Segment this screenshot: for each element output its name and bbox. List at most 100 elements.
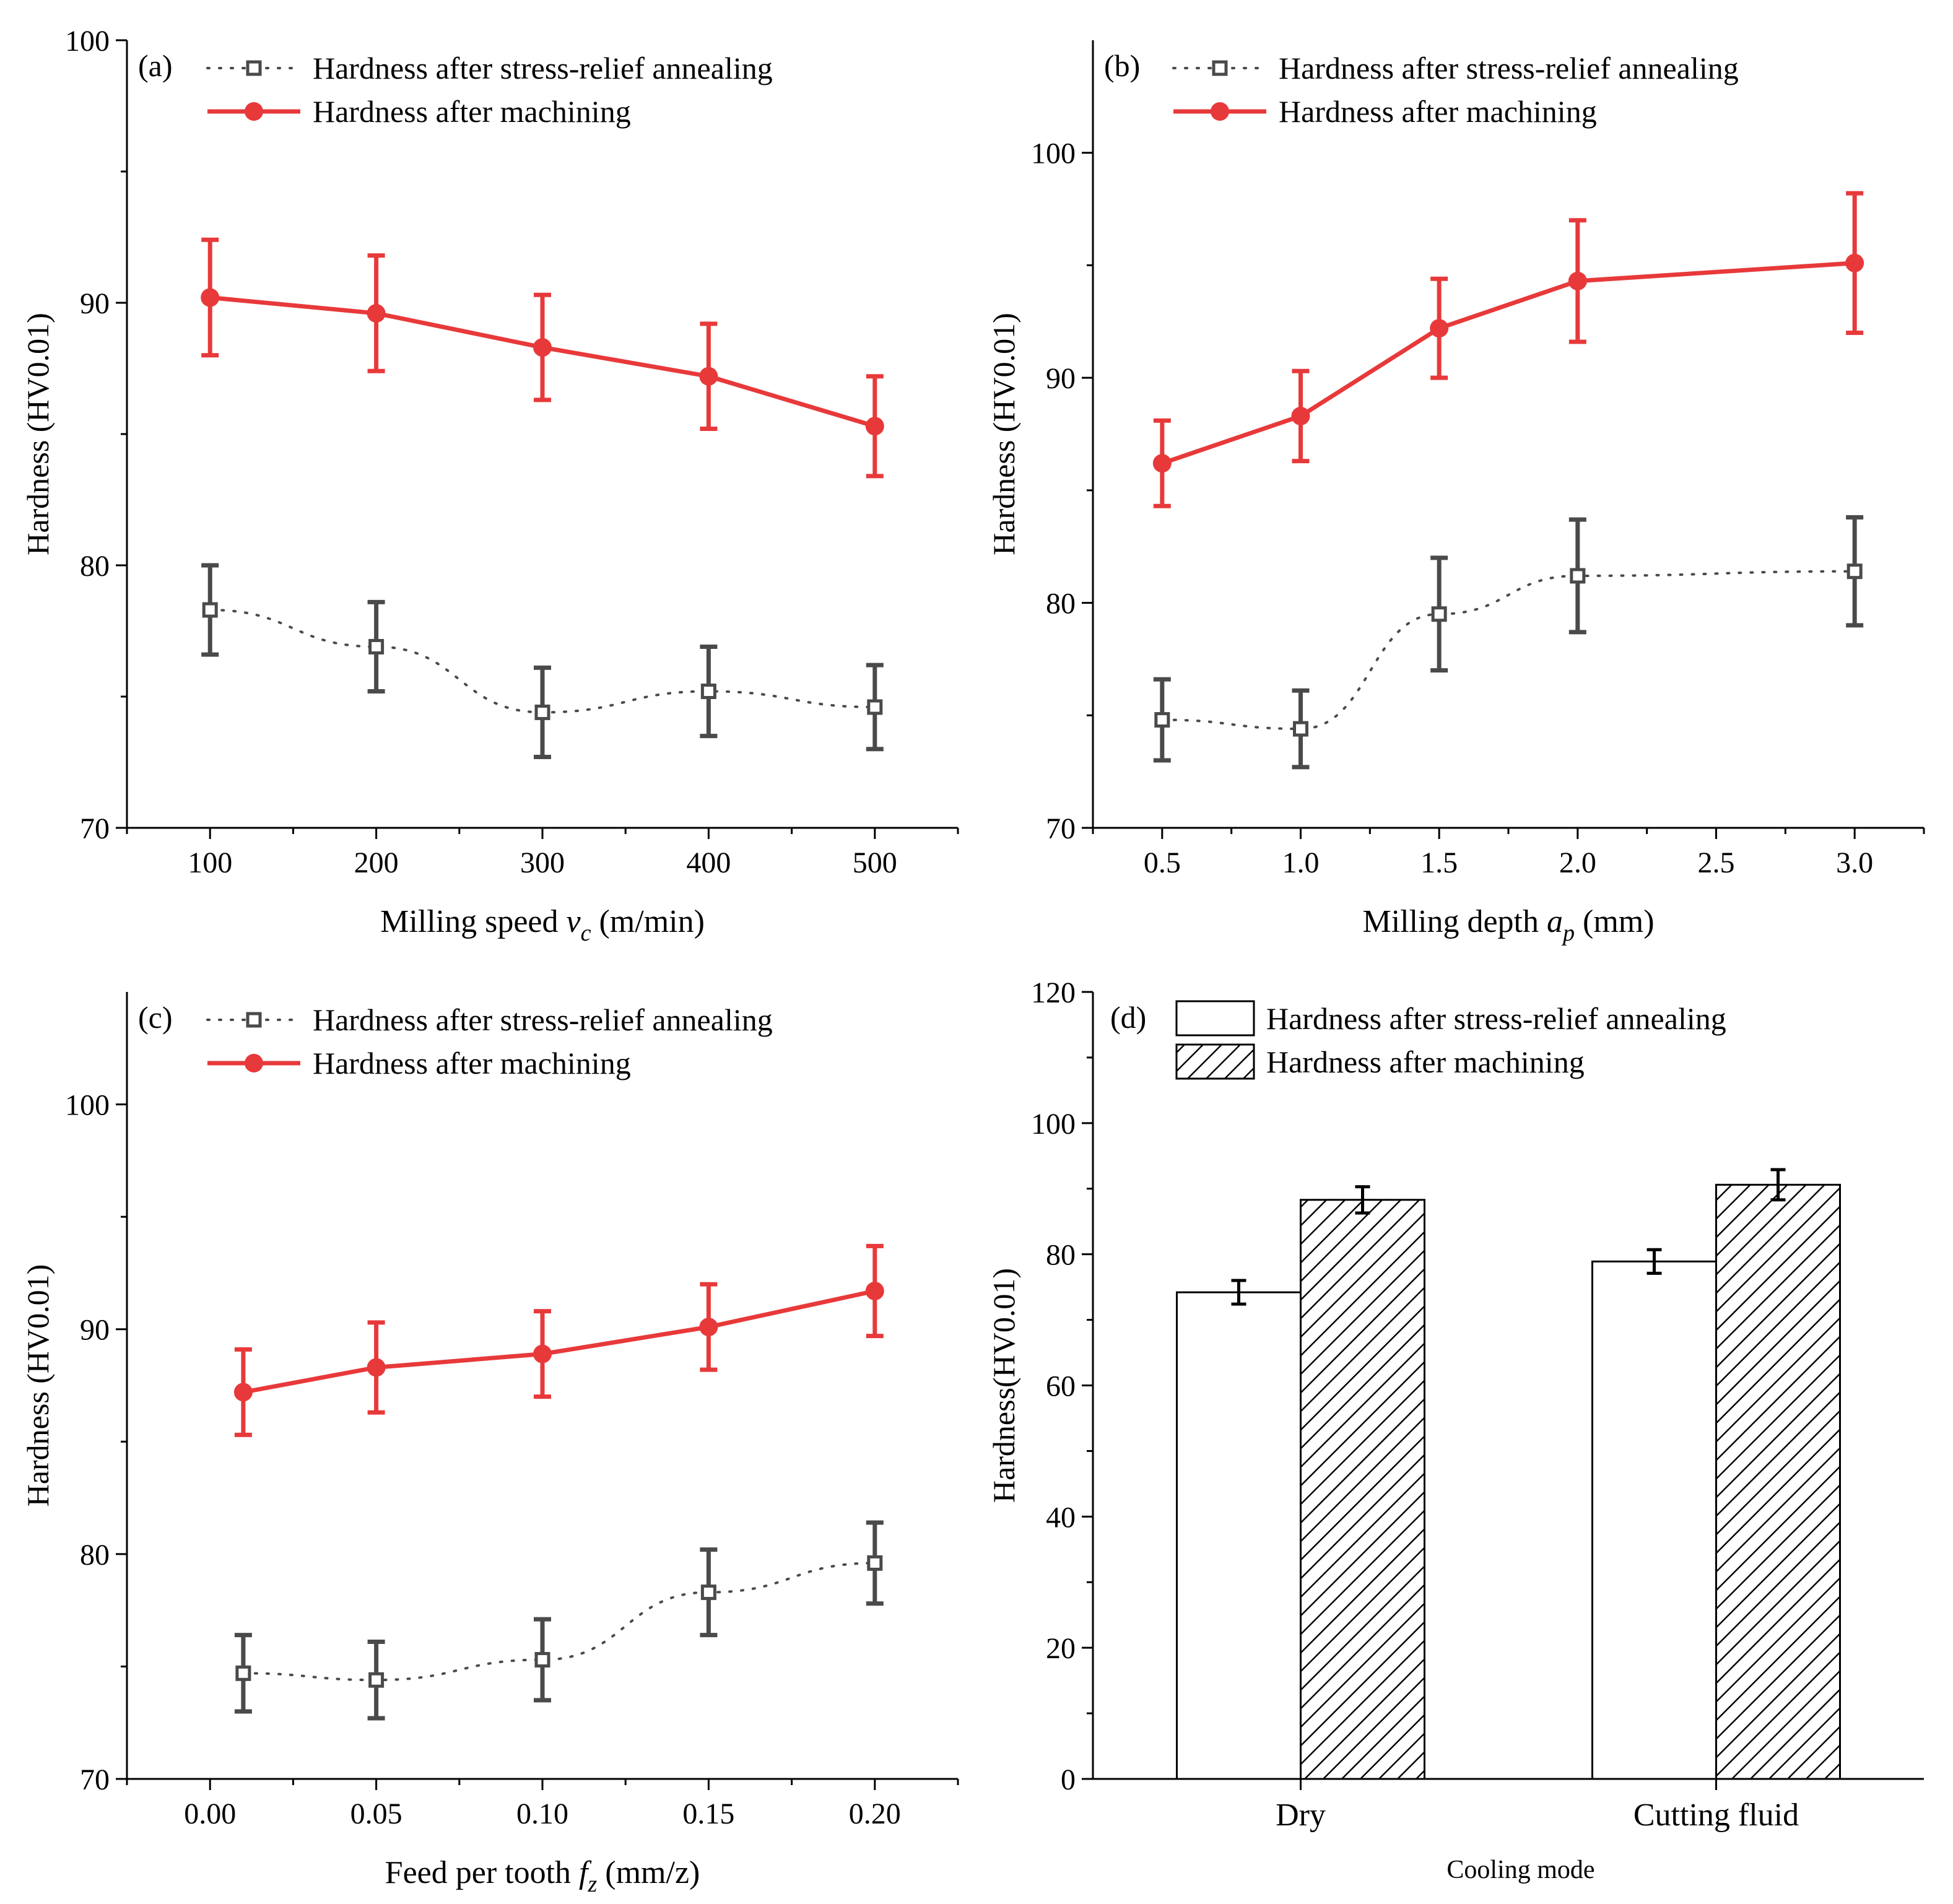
x-tick-label: Dry: [1276, 1797, 1326, 1833]
data-point-machining: [367, 303, 386, 323]
panel-c: 0.00 0.05 0.10 0.15 0.20 70 80 90 100 Hardness (H…: [20, 992, 959, 1897]
x-tick-label: 0.00: [184, 1797, 236, 1830]
legend-label-machining: Hardness after machining: [313, 1046, 631, 1080]
x-tick-label: 0.20: [849, 1797, 901, 1830]
series-line-annealing: [1160, 570, 1856, 731]
series-line-annealing: [241, 1562, 876, 1682]
x-axis-label: Milling depth ap (mm): [1362, 904, 1654, 946]
data-point-annealing: [700, 684, 716, 700]
legend-label-machining: Hardness after machining: [313, 94, 631, 129]
x-axis-label: Cooling mode: [1446, 1856, 1594, 1884]
y-tick-label: 100: [1031, 1108, 1076, 1141]
data-point-annealing: [202, 602, 218, 618]
x-tick-label: 0.05: [350, 1797, 402, 1830]
y-tick-label: 40: [1046, 1501, 1076, 1534]
y-tick-label: 80: [1046, 588, 1076, 620]
x-tick-label: 0.10: [516, 1797, 568, 1830]
panel-a: 100 200 300 400 500 70 80 90 100 Hardness (HV0.01…: [20, 25, 959, 946]
x-tick-label: 500: [853, 846, 897, 879]
y-tick-label: 70: [80, 812, 110, 845]
bar-annealing: [1591, 1260, 1717, 1780]
data-point-machining: [233, 1383, 253, 1402]
panel-letter: (c): [138, 1000, 173, 1035]
y-tick-label: 90: [80, 287, 110, 320]
series-line-machining: [243, 1289, 876, 1394]
legend-swatch-annealing: [1175, 1000, 1255, 1037]
data-point-annealing: [368, 1672, 385, 1688]
data-point-machining: [1568, 271, 1587, 290]
panel-b: 0.5 1.0 1.5 2.0 2.5 3.0 70 80 90 100 Hardness (HV0…: [986, 40, 1925, 946]
y-tick-label: 100: [65, 1089, 110, 1122]
panel-letter: (b): [1104, 48, 1140, 83]
legend-marker-annealing: [246, 1012, 262, 1028]
data-point-machining: [1291, 406, 1310, 425]
legend-label-machining: Hardness after machining: [1279, 94, 1597, 129]
x-axis-label: Milling speed vc (m/min): [380, 904, 705, 946]
data-point-machining: [865, 1281, 884, 1300]
data-point-machining: [533, 338, 552, 357]
y-tick-label: 100: [1031, 137, 1076, 170]
legend-label-machining: Hardness after machining: [1266, 1045, 1585, 1079]
legend-label-annealing: Hardness after stress-relief annealing: [1266, 1001, 1726, 1036]
x-tick-label: 1.5: [1420, 846, 1458, 879]
y-axis-label: Hardness (HV0.01): [20, 1264, 55, 1507]
data-point-machining: [865, 417, 884, 436]
x-tick-label: 3.0: [1836, 846, 1873, 879]
y-tick-label: 80: [80, 1539, 110, 1571]
legend-label-annealing: Hardness after stress-relief annealing: [1279, 51, 1739, 85]
data-point-machining: [699, 1318, 718, 1337]
bar-machining: [1715, 1183, 1841, 1780]
x-tick-label: 300: [520, 846, 565, 879]
y-tick-label: 120: [1031, 976, 1076, 1009]
legend-marker-machining: [1211, 102, 1229, 121]
data-point-annealing: [700, 1584, 716, 1601]
x-tick-label: 0.5: [1144, 846, 1181, 879]
x-tick-label: 200: [354, 846, 399, 879]
y-axis-label: Hardness (HV0.01): [20, 313, 55, 555]
y-tick-label: 60: [1046, 1370, 1076, 1403]
data-point-machining: [699, 367, 718, 386]
x-tick-label: 2.5: [1698, 846, 1735, 879]
bar-machining: [1300, 1199, 1425, 1780]
y-tick-label: 90: [1046, 362, 1076, 395]
y-tick-label: 80: [1046, 1239, 1076, 1272]
data-point-annealing: [1431, 606, 1447, 622]
data-point-annealing: [1570, 568, 1586, 584]
x-tick-label: 1.0: [1282, 846, 1320, 879]
legend-marker-machining: [245, 102, 263, 121]
data-point-annealing: [368, 638, 385, 654]
legend-swatch-machining: [1175, 1043, 1255, 1080]
y-axis-label: Hardness (HV0.01): [986, 313, 1021, 555]
data-point-annealing: [235, 1665, 251, 1681]
y-tick-label: 70: [80, 1763, 110, 1796]
x-tick-label: 100: [188, 846, 232, 879]
y-tick-label: 80: [80, 550, 110, 583]
x-tick-label: 400: [686, 846, 731, 879]
data-point-annealing: [534, 704, 550, 720]
legend-marker-annealing: [246, 60, 262, 76]
panel-letter: (a): [138, 48, 173, 83]
data-point-annealing: [867, 699, 883, 715]
data-point-annealing: [867, 1555, 883, 1571]
x-tick-label: 0.15: [682, 1797, 734, 1830]
panel-d: 0 20 40 60 80 100 120 Hardness(HV0.01) Dry Cuttin…: [986, 976, 1924, 1884]
data-point-machining: [201, 288, 220, 307]
y-axis-label: Hardness(HV0.01): [986, 1268, 1021, 1503]
series-line-annealing: [209, 609, 876, 714]
legend-marker-machining: [245, 1054, 263, 1072]
data-point-machining: [1430, 319, 1449, 338]
data-point-annealing: [534, 1652, 550, 1668]
legend-marker-annealing: [1212, 60, 1228, 76]
y-tick-label: 20: [1046, 1632, 1076, 1665]
data-point-machining: [533, 1344, 552, 1363]
data-point-annealing: [1846, 563, 1863, 580]
legend-label-annealing: Hardness after stress-relief annealing: [313, 51, 773, 85]
x-axis-label: Feed per tooth fz (mm/z): [385, 1855, 700, 1897]
series-line-machining: [1161, 261, 1855, 466]
y-tick-label: 90: [80, 1314, 110, 1347]
data-point-machining: [1152, 454, 1172, 473]
y-tick-label: 70: [1046, 812, 1076, 845]
x-tick-label: 2.0: [1559, 846, 1596, 879]
panel-letter: (d): [1110, 1000, 1146, 1035]
